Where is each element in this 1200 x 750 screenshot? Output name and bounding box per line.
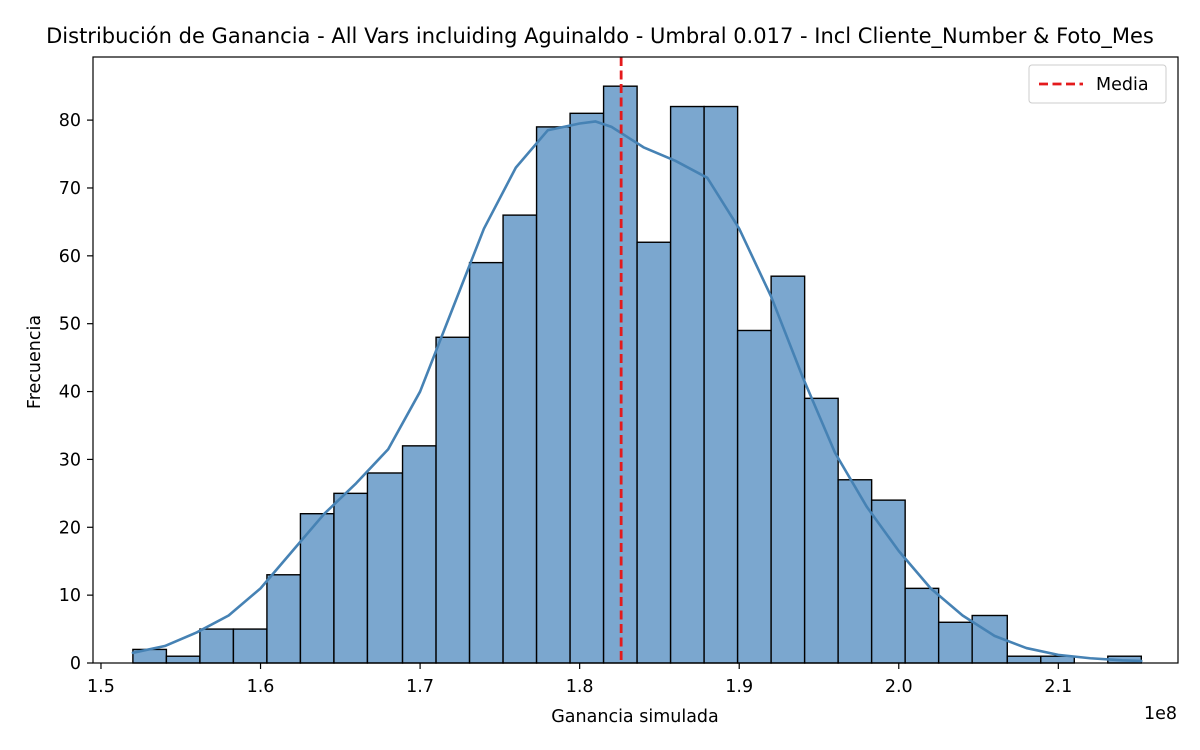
histogram-bar xyxy=(569,112,605,664)
y-tick-label: 20 xyxy=(59,518,81,538)
y-tick-label: 60 xyxy=(59,247,81,267)
legend-box xyxy=(1028,64,1167,104)
histogram-bar xyxy=(199,628,235,664)
x-tick-label: 1.7 xyxy=(406,677,434,697)
x-axis: 1.5 1.6 1.7 1.8 1.9 2.0 2.1 xyxy=(87,663,1072,697)
histogram-bar xyxy=(502,214,538,664)
histogram-bar xyxy=(937,621,973,664)
y-tick-label: 70 xyxy=(59,179,81,199)
x-tick-label: 1.9 xyxy=(725,677,753,697)
legend-mean-label: Media xyxy=(1096,75,1149,95)
histogram-bar xyxy=(1006,655,1042,664)
plot-frame xyxy=(92,56,1179,664)
y-axis: 0 10 20 30 40 50 60 70 80 xyxy=(59,111,93,674)
y-tick-label: 0 xyxy=(70,654,81,674)
y-axis-label: Frecuencia xyxy=(25,315,45,409)
y-tick-label: 10 xyxy=(59,586,81,606)
legend: Media xyxy=(1028,64,1167,104)
histogram-bars xyxy=(132,85,1143,664)
x-tick-label: 2.0 xyxy=(885,677,913,697)
histogram-bar xyxy=(636,241,672,664)
chart-title: Distribución de Ganancia - All Vars incl… xyxy=(46,24,1154,49)
y-tick-label: 30 xyxy=(59,450,81,470)
histogram-bar xyxy=(870,499,906,664)
y-tick-label: 40 xyxy=(59,383,81,403)
x-tick-label: 2.1 xyxy=(1044,677,1072,697)
y-tick-label: 50 xyxy=(59,315,81,335)
kde-curve xyxy=(131,120,1143,663)
x-axis-label: Ganancia simulada xyxy=(551,707,719,727)
y-tick-label: 80 xyxy=(59,111,81,131)
histogram-bar xyxy=(535,126,571,664)
histogram-bar xyxy=(837,479,873,664)
histogram-bar xyxy=(736,329,772,664)
x-axis-offset-text: 1e8 xyxy=(1144,704,1177,724)
histogram-bar xyxy=(904,587,940,664)
histogram-bar xyxy=(669,105,705,664)
histogram-bar xyxy=(266,574,302,664)
histogram-bar xyxy=(703,105,739,664)
histogram-bar xyxy=(435,336,471,664)
x-tick-label: 1.8 xyxy=(566,677,594,697)
histogram-bar xyxy=(333,492,369,664)
histogram-bar xyxy=(468,261,504,664)
histogram-bar xyxy=(803,397,839,664)
histogram-bar xyxy=(232,628,268,664)
histogram-bar xyxy=(165,655,201,664)
histogram-bar xyxy=(770,275,806,664)
histogram-bar xyxy=(401,445,437,664)
histogram-bar xyxy=(366,472,404,664)
x-tick-label: 1.6 xyxy=(247,677,275,697)
x-tick-label: 1.5 xyxy=(87,677,115,697)
histogram-bar xyxy=(299,513,335,664)
